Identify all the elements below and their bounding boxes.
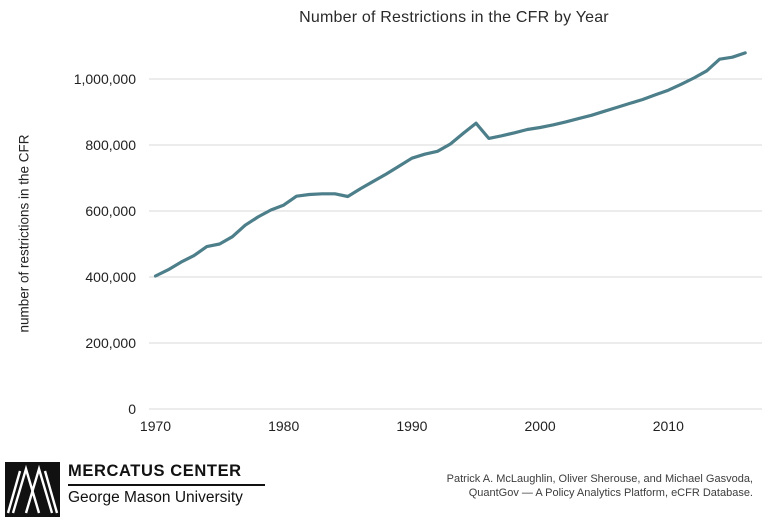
restrictions-line-series (153, 51, 747, 278)
y-tick-label-200000: 200,000 (85, 335, 136, 351)
x-tick-label-1970: 1970 (140, 418, 171, 434)
y-tick-label-800000: 800,000 (85, 137, 136, 153)
y-tick-label-1000000: 1,000,000 (74, 71, 136, 87)
y-tick-label-600000: 600,000 (85, 203, 136, 219)
y-tick-label-0: 0 (128, 401, 136, 417)
x-tick-label-2000: 2000 (525, 418, 556, 434)
mercatus-center-wordmark: MERCATUS CENTER (68, 462, 242, 480)
source-credit: Patrick A. McLaughlin, Oliver Sherouse, … (333, 472, 753, 500)
source-credit-line1: Patrick A. McLaughlin, Oliver Sherouse, … (446, 473, 753, 485)
y-tick-label-400000: 400,000 (85, 269, 136, 285)
x-tick-label-1980: 1980 (268, 418, 299, 434)
source-credit-line2: QuantGov — A Policy Analytics Platform, … (468, 487, 753, 499)
logo-divider (68, 484, 265, 486)
mercatus-logo-icon (5, 462, 60, 517)
chart-title: Number of Restrictions in the CFR by Yea… (299, 9, 609, 26)
chart-plot-area: 0 200,000 400,000 600,000 800,000 1,000,000 19… (74, 51, 762, 434)
x-tick-label-1990: 1990 (396, 418, 427, 434)
george-mason-university-wordmark: George Mason University (68, 489, 243, 506)
x-tick-label-2010: 2010 (653, 418, 684, 434)
